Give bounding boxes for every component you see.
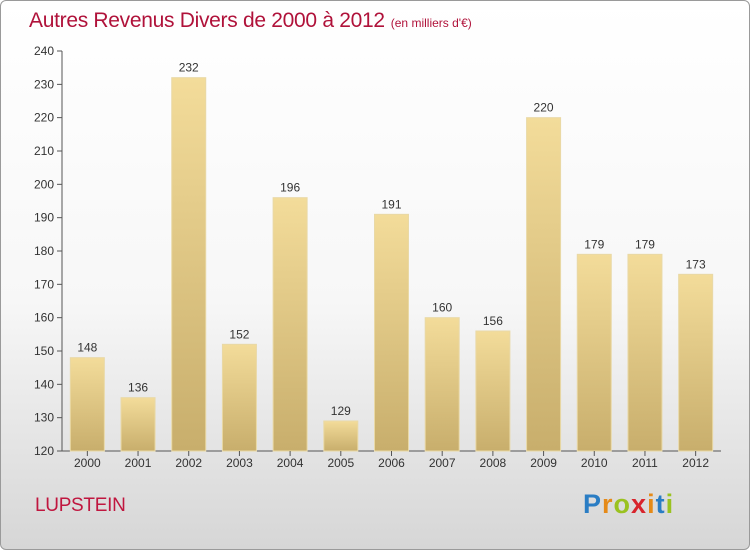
logo-letter: t bbox=[655, 489, 666, 519]
y-tick-label: 190 bbox=[34, 211, 54, 225]
bar bbox=[323, 420, 359, 452]
bar bbox=[678, 273, 714, 452]
y-tick-label: 210 bbox=[34, 144, 54, 158]
y-tick-label: 230 bbox=[34, 77, 54, 91]
bar-value-label: 136 bbox=[128, 381, 148, 395]
logo-letter: r bbox=[602, 489, 614, 519]
bar-value-label: 152 bbox=[229, 327, 249, 341]
y-tick-label: 120 bbox=[34, 444, 54, 458]
bar bbox=[576, 253, 612, 452]
bar-value-label: 179 bbox=[584, 237, 604, 251]
place-name: LUPSTEIN bbox=[35, 495, 126, 516]
bar-value-label: 160 bbox=[432, 301, 452, 315]
x-tick-label: 2008 bbox=[480, 456, 507, 470]
y-tick-label: 220 bbox=[34, 111, 54, 125]
proxiti-logo: Proxiti bbox=[583, 489, 674, 520]
chart-subtitle: (en milliers d'€) bbox=[390, 16, 472, 30]
y-tick-label: 150 bbox=[34, 344, 54, 358]
bar-value-label: 156 bbox=[483, 314, 503, 328]
bar-value-label: 173 bbox=[686, 257, 706, 271]
bar bbox=[627, 253, 663, 452]
y-tick-label: 160 bbox=[34, 311, 54, 325]
x-tick-label: 2006 bbox=[378, 456, 405, 470]
bar bbox=[69, 357, 105, 452]
x-tick-label: 2012 bbox=[682, 456, 709, 470]
logo-letter: x bbox=[631, 489, 648, 519]
x-tick-label: 2000 bbox=[74, 456, 101, 470]
y-tick-label: 130 bbox=[34, 411, 54, 425]
x-tick-label: 2011 bbox=[632, 456, 658, 470]
bar-value-label: 148 bbox=[77, 341, 97, 355]
bar-value-label: 220 bbox=[534, 101, 554, 115]
bar bbox=[475, 330, 511, 452]
y-tick-label: 170 bbox=[34, 277, 54, 291]
y-tick-label: 140 bbox=[34, 377, 54, 391]
y-tick-label: 240 bbox=[34, 44, 54, 58]
x-tick-label: 2004 bbox=[277, 456, 304, 470]
logo-letter: P bbox=[583, 489, 603, 519]
bar bbox=[526, 117, 562, 452]
logo-letter: o bbox=[613, 489, 632, 519]
bar bbox=[221, 343, 257, 452]
logo-letter: i bbox=[665, 489, 675, 519]
x-tick-label: 2007 bbox=[429, 456, 456, 470]
bar-value-label: 191 bbox=[381, 197, 401, 211]
x-tick-label: 2001 bbox=[125, 456, 152, 470]
y-tick-label: 180 bbox=[34, 244, 54, 258]
bar bbox=[171, 77, 207, 452]
bar bbox=[424, 317, 460, 452]
x-tick-label: 2003 bbox=[226, 456, 253, 470]
bar-value-label: 232 bbox=[179, 61, 199, 75]
x-tick-label: 2009 bbox=[530, 456, 557, 470]
x-tick-label: 2005 bbox=[327, 456, 354, 470]
chart-title-block: Autres Revenus Divers de 2000 à 2012 (en … bbox=[29, 9, 472, 33]
logo-letter: i bbox=[647, 489, 656, 519]
bar bbox=[120, 397, 156, 452]
y-tick-label: 200 bbox=[34, 177, 54, 191]
chart-title: Autres Revenus Divers de 2000 à 2012 bbox=[29, 9, 385, 32]
bar-value-label: 196 bbox=[280, 181, 300, 195]
bar bbox=[374, 213, 409, 452]
x-tick-label: 2002 bbox=[175, 456, 202, 470]
bar-value-label: 179 bbox=[635, 237, 655, 251]
x-tick-label: 2010 bbox=[581, 456, 608, 470]
bar bbox=[272, 197, 308, 452]
bar-value-label: 129 bbox=[331, 404, 351, 418]
